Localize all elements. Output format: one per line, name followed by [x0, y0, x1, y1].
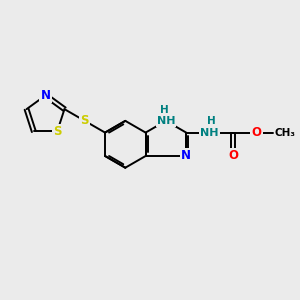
- Text: H: H: [160, 105, 169, 115]
- Text: N: N: [40, 89, 50, 102]
- Text: O: O: [228, 149, 238, 163]
- Text: NH: NH: [200, 128, 219, 138]
- Text: O: O: [251, 126, 261, 139]
- Text: NH: NH: [157, 116, 175, 126]
- Text: S: S: [80, 114, 89, 128]
- Text: N: N: [181, 149, 191, 163]
- Text: S: S: [53, 125, 61, 138]
- Text: H: H: [207, 116, 215, 126]
- Text: CH₃: CH₃: [274, 128, 295, 138]
